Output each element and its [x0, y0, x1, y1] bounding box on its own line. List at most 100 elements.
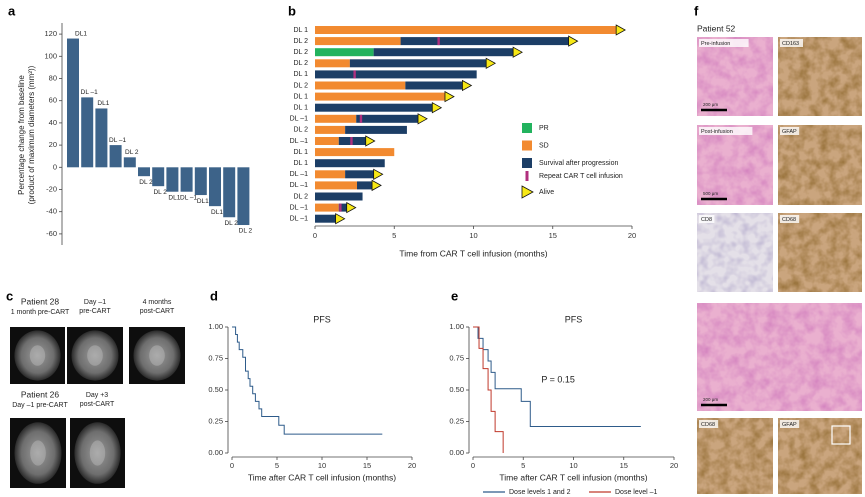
image-caption: Day +3: [86, 392, 108, 399]
duration-bar: [356, 114, 419, 123]
inset-box: [831, 425, 851, 445]
duration-bar: [345, 170, 374, 179]
image-caption: pre-CART: [79, 308, 111, 315]
mri-detail: [29, 345, 46, 366]
image-label-bg: [780, 420, 800, 428]
alive-marker: [512, 46, 523, 58]
alive-marker: [373, 168, 384, 180]
row-label: DL –1: [290, 171, 309, 178]
annotation: P = 0.15: [541, 374, 575, 384]
bar-label: DL 2: [239, 228, 253, 235]
duration-bar: [315, 103, 433, 112]
image-caption: 1 month pre-CART: [11, 309, 70, 316]
duration-bar: [315, 81, 406, 90]
row-label: DL 1: [293, 105, 308, 112]
image-label: Pre-infusion: [701, 41, 730, 47]
panel-label: c: [6, 288, 13, 303]
legend-swatch: [522, 123, 532, 133]
legend-label: Dose level –1: [615, 489, 658, 496]
image-caption: 4 months: [143, 299, 172, 306]
image-label-bg: [780, 215, 800, 223]
histology-texture: [697, 213, 773, 292]
row-label: DL 1: [293, 149, 308, 156]
y-tick-label: 120: [44, 29, 57, 38]
bar: [138, 167, 150, 177]
bar: [194, 167, 207, 196]
legend-label: Repeat CAR T cell infusion: [539, 173, 623, 180]
legend-swatch: [521, 185, 534, 199]
image-label: CD163: [782, 41, 799, 47]
bar-label: DL –1: [109, 137, 126, 144]
histology-texture: [778, 213, 862, 292]
legend-swatch: [525, 171, 529, 181]
histology-texture: [697, 418, 773, 494]
repeat-infusion-marker: [339, 203, 342, 212]
duration-bar: [338, 203, 347, 212]
image-label: GFAP: [782, 129, 797, 135]
bar: [152, 167, 165, 187]
row-label: DL 1: [293, 160, 308, 167]
x-tick-label: 20: [628, 231, 636, 240]
alive-marker: [365, 135, 376, 147]
duration-bar: [373, 48, 514, 57]
duration-bar: [345, 125, 407, 134]
mri-detail: [89, 440, 106, 466]
x-tick-label: 10: [318, 461, 326, 470]
duration-bar: [315, 203, 339, 212]
duration-bar: [405, 81, 463, 90]
y-tick-label: 100: [44, 51, 57, 60]
duration-bar: [315, 48, 374, 57]
row-label: DL 2: [293, 38, 308, 45]
y-tick-label: 0.00: [449, 448, 464, 457]
patient-name: Patient 52: [697, 23, 736, 33]
x-tick-label: 15: [363, 461, 371, 470]
bar: [223, 167, 236, 218]
image-label-bg: [699, 127, 753, 135]
bar-label: DL1: [97, 100, 109, 107]
alive-marker: [568, 35, 579, 47]
duration-bar: [315, 92, 445, 101]
duration-bar: [315, 148, 395, 157]
bar: [209, 167, 221, 207]
chart-title: PFS: [565, 314, 583, 324]
row-label: DL –1: [290, 138, 309, 145]
legend-label: Alive: [539, 189, 554, 196]
image-label-bg: [780, 39, 803, 47]
panel-label: a: [8, 3, 16, 18]
survival-curve: [473, 326, 504, 453]
row-label: DL 2: [293, 193, 308, 200]
y-axis-label: Percentage change from baseline: [17, 75, 26, 195]
row-label: DL 2: [293, 49, 308, 56]
duration-bar: [357, 181, 373, 190]
mri-detail: [30, 440, 46, 466]
bar: [109, 145, 122, 168]
x-tick-label: 15: [549, 231, 557, 240]
alive-marker: [485, 57, 497, 69]
mri-detail: [149, 345, 165, 366]
duration-bar: [315, 125, 346, 134]
y-tick-label: -40: [46, 207, 57, 216]
legend-swatch: [522, 158, 532, 168]
mri-brain: [14, 422, 62, 484]
y-tick-label: 0.50: [449, 385, 464, 394]
panel-label: e: [451, 288, 458, 303]
bar: [81, 97, 94, 168]
row-label: DL 1: [293, 71, 308, 78]
image-label: CD68: [701, 422, 715, 428]
alive-marker: [431, 102, 443, 114]
y-tick-label: 0.00: [208, 448, 223, 457]
y-tick-label: 0.75: [208, 353, 223, 362]
x-tick-label: 0: [471, 461, 475, 470]
scale-label: 200 μm: [703, 397, 718, 402]
histology-texture: [697, 37, 773, 116]
duration-bar: [315, 26, 617, 34]
y-tick-label: 80: [49, 73, 57, 82]
x-tick-label: 5: [392, 231, 396, 240]
row-label: DL 2: [293, 127, 308, 134]
row-label: DL –1: [290, 204, 309, 211]
bar-label: DL1: [168, 194, 180, 201]
y-tick-label: -20: [46, 184, 57, 193]
duration-bar: [315, 114, 357, 123]
y-tick-label: 20: [49, 140, 57, 149]
